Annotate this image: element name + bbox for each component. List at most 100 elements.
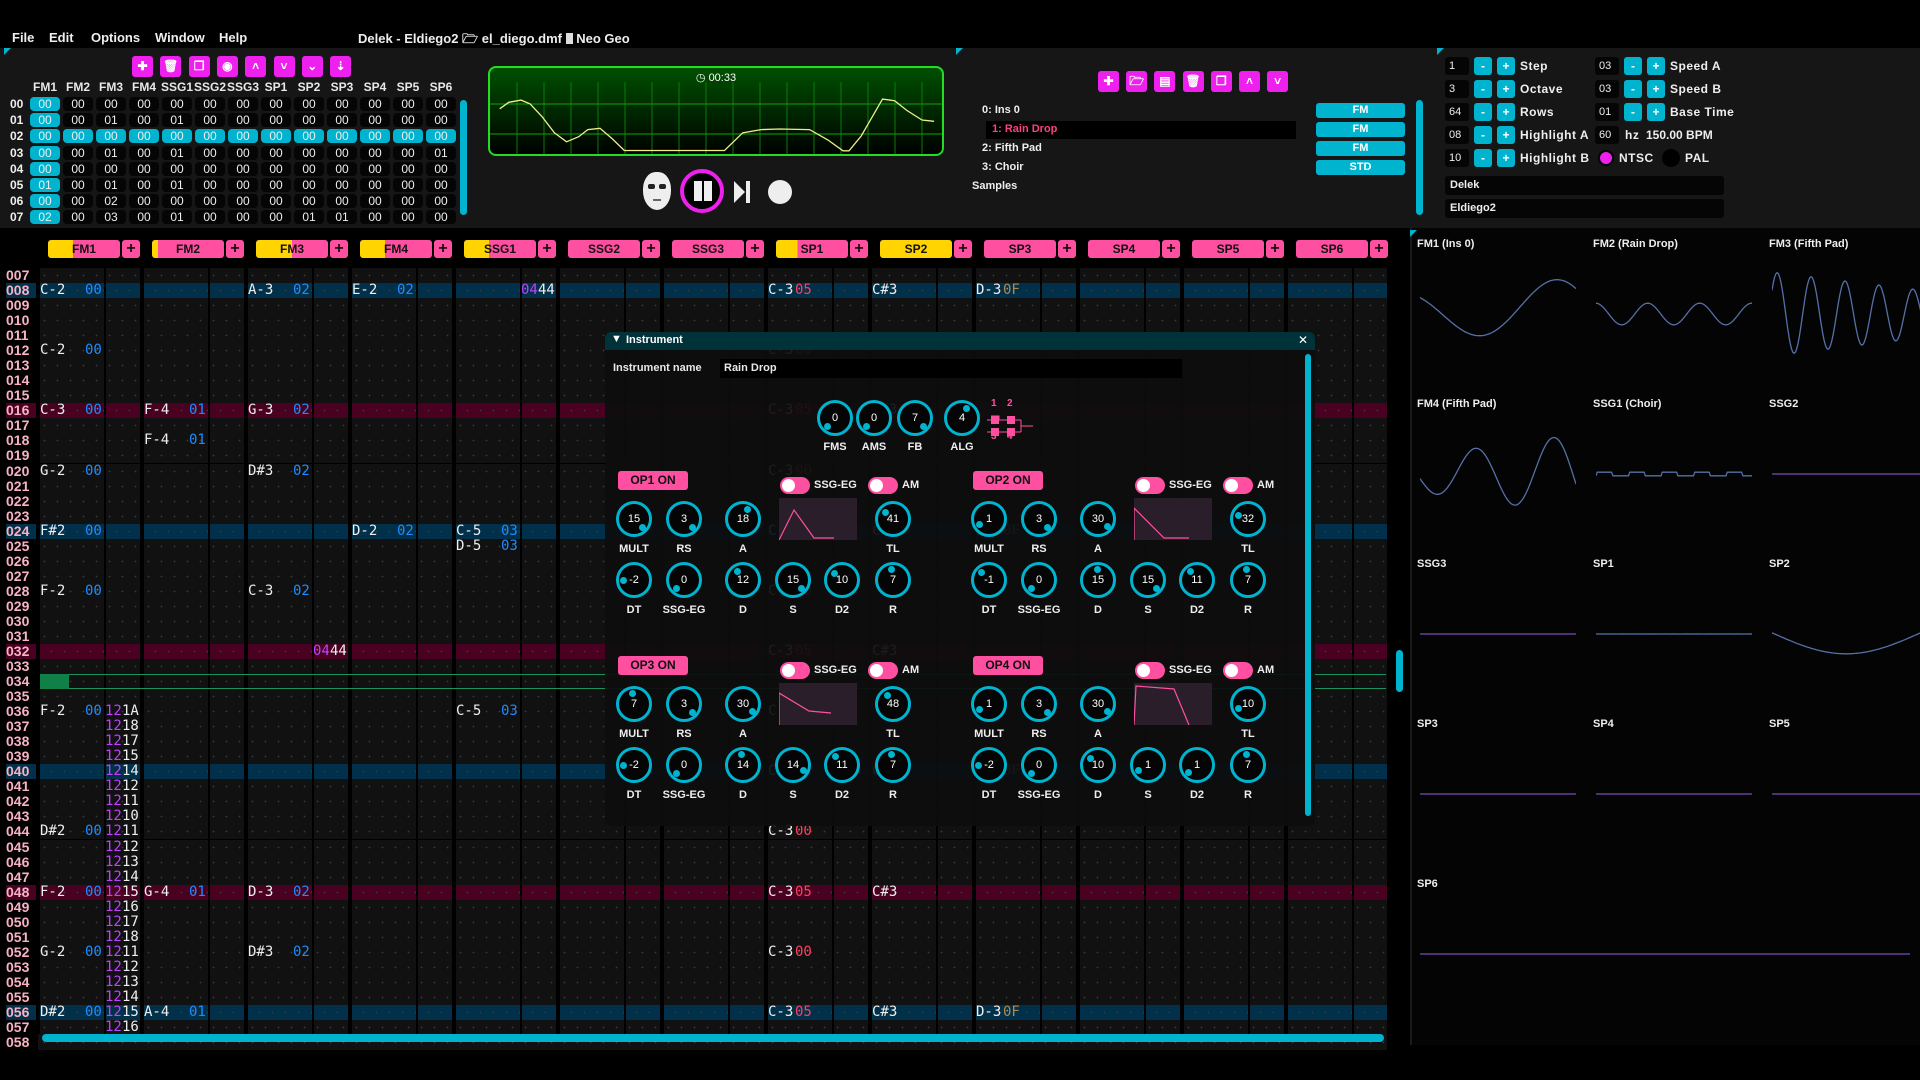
knob-s[interactable]: 15: [1130, 562, 1166, 598]
instrument-item[interactable]: 2: Fifth Pad: [982, 142, 1042, 154]
song-name-input[interactable]: Eldiego2: [1445, 199, 1724, 218]
pause-button[interactable]: [680, 169, 724, 213]
effect-value-cell[interactable]: 12: [122, 838, 139, 855]
knob-tl[interactable]: 48: [875, 686, 911, 722]
setting-value-highlight-a[interactable]: 08: [1445, 126, 1469, 144]
channel-header-sp5[interactable]: SP5: [1192, 240, 1264, 258]
decrease-octave-button[interactable]: -: [1474, 80, 1492, 98]
order-place-button[interactable]: ◉: [216, 56, 238, 77]
note-cell[interactable]: E-2: [352, 282, 378, 299]
knob-d2[interactable]: 1: [1179, 747, 1215, 783]
order-cell[interactable]: 00: [63, 113, 93, 128]
instrument-editor-scrollbar[interactable]: [1305, 354, 1311, 816]
note-cell[interactable]: G-4: [144, 883, 170, 900]
effect-value-cell[interactable]: 44: [538, 282, 555, 299]
instrument-cell[interactable]: 01: [189, 402, 206, 419]
order-cell[interactable]: 00: [327, 161, 357, 176]
decrease-speed-a-button[interactable]: -: [1624, 57, 1642, 75]
effect-value-cell[interactable]: 16: [122, 898, 139, 915]
instrument-cell[interactable]: 00: [85, 703, 102, 720]
instrument-duplicate-button[interactable]: ❐: [1210, 71, 1232, 92]
order-cell[interactable]: 00: [129, 97, 159, 111]
effect-command-cell[interactable]: 12: [105, 733, 122, 750]
note-cell[interactable]: C-3: [768, 943, 794, 960]
effect-command-cell[interactable]: 12: [105, 748, 122, 765]
order-cell[interactable]: 00: [129, 129, 159, 144]
pattern-horizontal-scrollbar[interactable]: [42, 1034, 1384, 1042]
note-cell[interactable]: D#2: [40, 1003, 66, 1020]
cursor-cell[interactable]: [40, 674, 69, 690]
note-cell[interactable]: D-2: [352, 522, 378, 539]
order-cell[interactable]: 00: [294, 194, 324, 209]
knob-ams[interactable]: 0: [856, 400, 892, 436]
knob-mult[interactable]: 15: [616, 501, 652, 537]
order-cell[interactable]: 00: [195, 113, 225, 128]
order-cell[interactable]: 00: [63, 178, 93, 192]
note-cell[interactable]: A-3: [248, 282, 274, 299]
note-cell[interactable]: D#3: [248, 462, 274, 479]
effect-value-cell[interactable]: 11: [122, 943, 139, 960]
order-cell[interactable]: 00: [96, 129, 126, 144]
knob-dt[interactable]: -2: [616, 562, 652, 598]
knob-d[interactable]: 10: [1080, 747, 1116, 783]
knob-dt[interactable]: -1: [971, 562, 1007, 598]
instrument-item[interactable]: 1: Rain Drop: [992, 123, 1058, 135]
knob-a[interactable]: 30: [1080, 686, 1116, 722]
effect-value-cell[interactable]: 14: [122, 763, 139, 780]
order-cell[interactable]: 00: [327, 129, 357, 144]
note-cell[interactable]: D-5: [456, 537, 482, 554]
note-cell[interactable]: C#3: [872, 282, 898, 299]
order-cell[interactable]: 00: [393, 97, 423, 111]
knob-a[interactable]: 18: [725, 501, 761, 537]
order-cell[interactable]: 00: [63, 161, 93, 176]
ntsc-radio[interactable]: [1598, 150, 1614, 166]
order-cell[interactable]: 00: [30, 161, 60, 176]
op1-toggle-button[interactable]: OP1 ON: [618, 471, 688, 490]
note-cell[interactable]: D-3: [248, 883, 274, 900]
instrument-cell[interactable]: 01: [189, 1003, 206, 1020]
note-cell[interactable]: C-2: [40, 282, 66, 299]
instrument-cell[interactable]: 00: [85, 943, 102, 960]
order-cell[interactable]: 00: [96, 161, 126, 176]
order-cell[interactable]: 00: [327, 194, 357, 209]
instrument-cell[interactable]: 02: [293, 282, 310, 299]
knob-r[interactable]: 7: [875, 562, 911, 598]
order-cell[interactable]: 00: [261, 210, 291, 225]
knob-fb[interactable]: 7: [897, 400, 933, 436]
note-cell[interactable]: D#2: [40, 823, 66, 840]
volume-cell[interactable]: 05: [795, 282, 812, 299]
effect-value-cell[interactable]: 12: [122, 958, 139, 975]
channel-add-effect-button[interactable]: +: [642, 240, 660, 258]
knob-d[interactable]: 14: [725, 747, 761, 783]
setting-value-highlight-b[interactable]: 10: [1445, 149, 1469, 167]
order-cell[interactable]: 00: [393, 161, 423, 176]
order-cell[interactable]: 00: [228, 129, 258, 144]
order-cell[interactable]: 00: [327, 97, 357, 111]
close-icon[interactable]: ✕: [1298, 333, 1309, 347]
volume-cell[interactable]: 0F: [1003, 1003, 1020, 1020]
order-cell[interactable]: 00: [360, 113, 390, 128]
setting-value-octave[interactable]: 3: [1445, 80, 1469, 98]
order-cell[interactable]: 00: [228, 194, 258, 209]
effect-command-cell[interactable]: 12: [105, 718, 122, 735]
knob-rs[interactable]: 3: [666, 686, 702, 722]
note-cell[interactable]: F-2: [40, 883, 66, 900]
order-cell[interactable]: 00: [228, 178, 258, 192]
knob-fms[interactable]: 0: [817, 400, 853, 436]
knob-ssg-eg[interactable]: 0: [1021, 747, 1057, 783]
order-move-down-button[interactable]: ˅: [273, 56, 295, 77]
knob-d2[interactable]: 10: [824, 562, 860, 598]
knob-rs[interactable]: 3: [666, 501, 702, 537]
note-cell[interactable]: D-3: [976, 1003, 1002, 1020]
order-cell[interactable]: 00: [261, 129, 291, 144]
order-cell[interactable]: 00: [360, 97, 390, 111]
step-button[interactable]: [734, 181, 752, 203]
effect-value-cell[interactable]: 13: [122, 853, 139, 870]
decrease-highlight-b-button[interactable]: -: [1474, 149, 1492, 167]
channel-header-sp3[interactable]: SP3: [984, 240, 1056, 258]
menu-window[interactable]: Window: [155, 30, 205, 45]
instrument-type-badge[interactable]: FM: [1316, 103, 1405, 118]
effect-command-cell[interactable]: 12: [105, 778, 122, 795]
knob-ssg-eg[interactable]: 0: [666, 747, 702, 783]
note-cell[interactable]: C-3: [768, 823, 794, 840]
